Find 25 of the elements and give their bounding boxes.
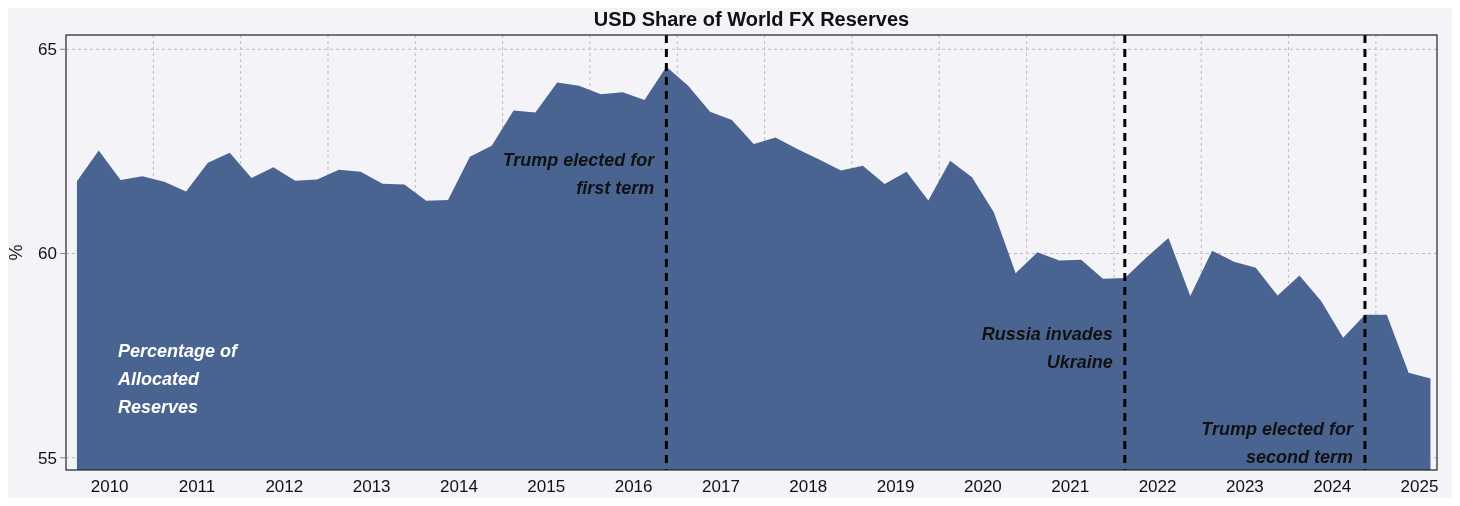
y-axis-title: % (6, 244, 26, 261)
x-tick-label: 2010 (90, 477, 129, 496)
x-tick-label: 2021 (1051, 477, 1090, 496)
x-tick-label: 2012 (265, 477, 304, 496)
ref-line-label: Russia invades Ukraine (981, 323, 1113, 372)
x-tick-label: 2011 (178, 477, 216, 496)
x-tick-label: 2014 (440, 477, 478, 496)
y-tick-label: 55 (38, 448, 57, 468)
ref-line-label: Trump elected for first term (502, 149, 656, 198)
x-tick-label: 2024 (1313, 477, 1352, 496)
x-tick-label: 2025 (1400, 477, 1439, 496)
chart-title: USD Share of World FX Reserves (593, 8, 910, 30)
annotation: Percentage of Allocated Reserves (117, 340, 240, 417)
x-tick-label: 2015 (527, 477, 566, 496)
x-tick-label: 2020 (964, 477, 1002, 496)
x-tick-label: 2023 (1225, 477, 1264, 496)
x-tick-label: 2022 (1138, 477, 1177, 496)
y-tick-label: 60 (38, 244, 57, 264)
x-tick-label: 2018 (789, 477, 828, 496)
ref-line-label: Trump elected for second term (1201, 419, 1354, 468)
x-tick-label: 2017 (702, 477, 740, 496)
x-tick-label: 2016 (614, 477, 653, 496)
y-tick-label: 65 (38, 40, 57, 60)
x-tick-label: 2019 (876, 477, 915, 496)
x-tick-label: 2013 (352, 477, 391, 496)
